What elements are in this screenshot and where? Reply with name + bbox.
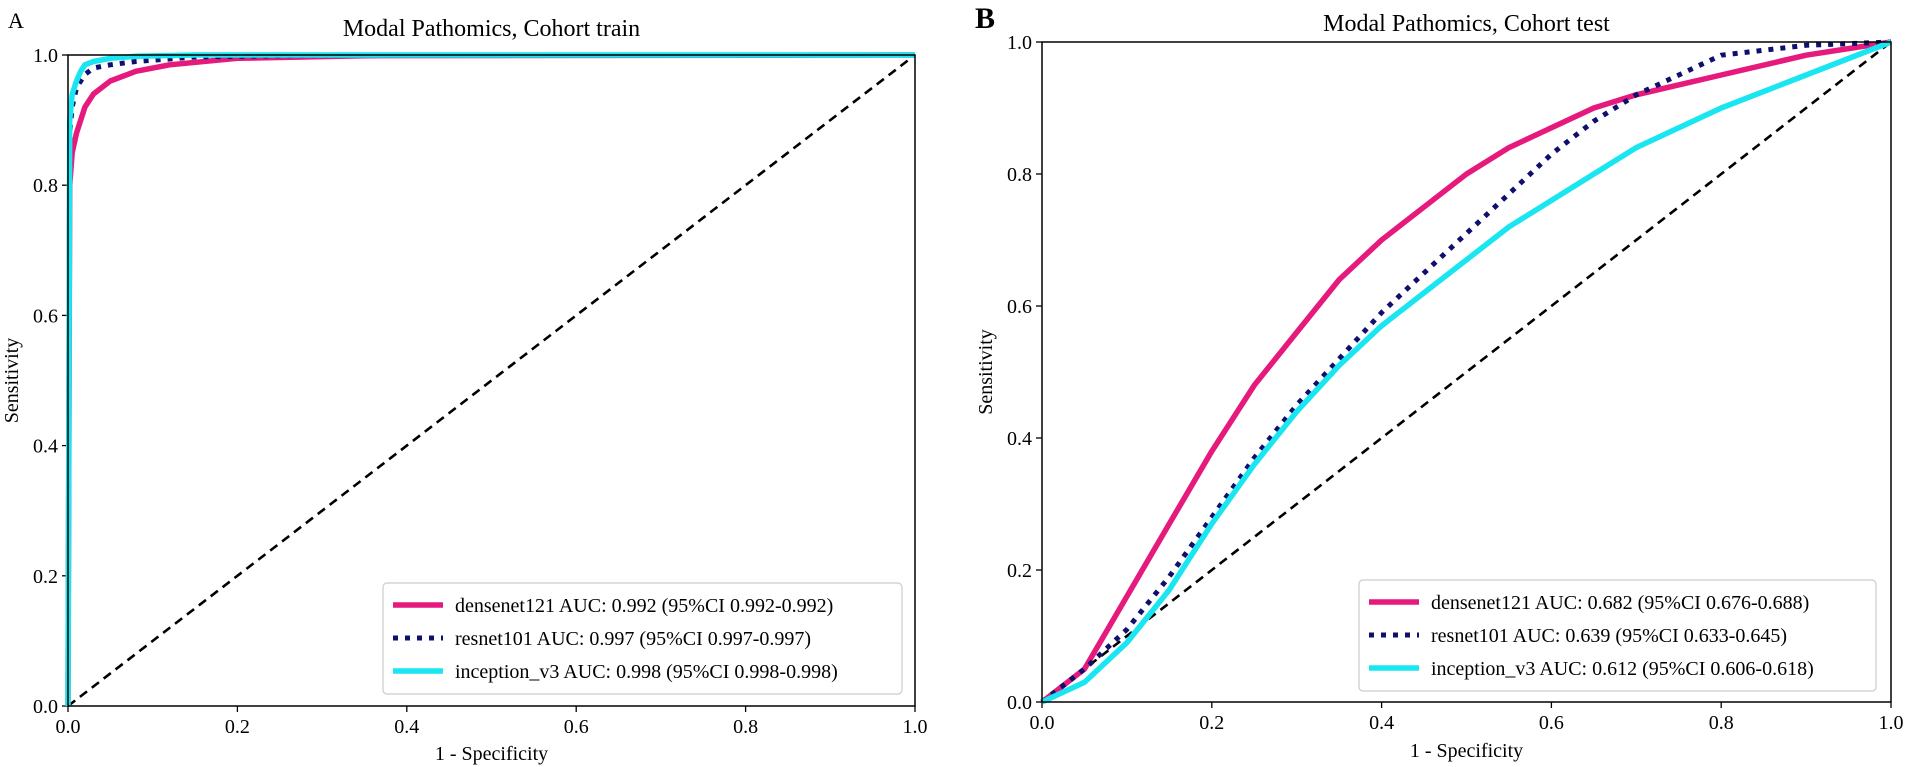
chart-train-legend-label-inception_v3: inception_v3 AUC: 0.998 (95%CI 0.998-0.9… xyxy=(455,661,838,683)
chart-train-ytick-label: 0.4 xyxy=(33,436,58,458)
chart-train-ylabel: Sensitivity xyxy=(1,338,23,424)
chart-train-curve-inception_v3 xyxy=(65,52,915,707)
chart-train-reference-line xyxy=(67,53,916,708)
chart-test-xtick-label: 0.4 xyxy=(1369,712,1394,734)
chart-test-ylabel: Sensitivity xyxy=(975,329,997,415)
chart-train-ytick-label: 0.8 xyxy=(33,175,58,197)
panel-a-label: A xyxy=(8,8,24,33)
chart-train-xtick-label: 0.0 xyxy=(56,716,81,738)
chart-train-xtick-label: 0.6 xyxy=(564,716,589,738)
chart-test-ytick-label: 1.0 xyxy=(1007,32,1032,54)
chart-train-ytick-label: 1.0 xyxy=(33,45,58,67)
chart-train-legend-label-densenet121: densenet121 AUC: 0.992 (95%CI 0.992-0.99… xyxy=(455,595,833,617)
chart-test-xtick-label: 0.6 xyxy=(1539,712,1564,734)
chart-test-legend-label-densenet121: densenet121 AUC: 0.682 (95%CI 0.676-0.68… xyxy=(1431,592,1809,614)
chart-train-title: Modal Pathomics, Cohort train xyxy=(343,16,640,42)
chart-test-ytick-label: 0.8 xyxy=(1007,164,1032,186)
chart-train-ytick-label: 0.2 xyxy=(33,566,58,588)
chart-train-legend-box xyxy=(382,582,903,695)
chart-train-xtick-label: 0.4 xyxy=(394,716,419,738)
chart-test-title: Modal Pathomics, Cohort test xyxy=(1323,11,1610,37)
chart-test-xlabel: 1 - Specificity xyxy=(1410,740,1523,762)
chart-train-ytick-label: 0.6 xyxy=(33,305,58,327)
chart-test-curve-resnet101 xyxy=(1040,39,1892,704)
chart-test-legend-label-resnet101: resnet101 AUC: 0.639 (95%CI 0.633-0.645) xyxy=(1431,625,1787,647)
chart-test-curve-inception_v3 xyxy=(1040,39,1892,705)
chart-train-plot-frame xyxy=(67,54,916,707)
chart-test-xtick-label: 1.0 xyxy=(1879,712,1904,734)
chart-test-ytick-label: 0.4 xyxy=(1007,428,1032,450)
chart-test-xtick-label: 0.8 xyxy=(1709,712,1734,734)
chart-test-ytick-label: 0.6 xyxy=(1007,296,1032,318)
chart-test-legend-label-inception_v3: inception_v3 AUC: 0.612 (95%CI 0.606-0.6… xyxy=(1431,658,1814,680)
chart-test-xtick-label: 0.2 xyxy=(1199,712,1224,734)
chart-test-legend-box xyxy=(1358,579,1877,692)
panel-b-label: B xyxy=(975,2,996,35)
chart-train-xlabel: 1 - Specificity xyxy=(435,743,548,765)
chart-train-xtick-label: 0.8 xyxy=(733,716,758,738)
chart-train-legend-label-resnet101: resnet101 AUC: 0.997 (95%CI 0.997-0.997) xyxy=(455,628,811,650)
chart-test-plot-frame xyxy=(1041,41,1892,703)
chart-test-xtick-label: 0.0 xyxy=(1030,712,1055,734)
chart-test-ytick-label: 0.2 xyxy=(1007,560,1032,582)
chart-train-xtick-label: 0.2 xyxy=(225,716,250,738)
chart-train-ytick-label: 0.0 xyxy=(33,696,58,718)
chart-test-curve-densenet121 xyxy=(1040,39,1892,705)
chart-train-xtick-label: 1.0 xyxy=(903,716,928,738)
chart-test-ytick-label: 0.0 xyxy=(1007,692,1032,714)
